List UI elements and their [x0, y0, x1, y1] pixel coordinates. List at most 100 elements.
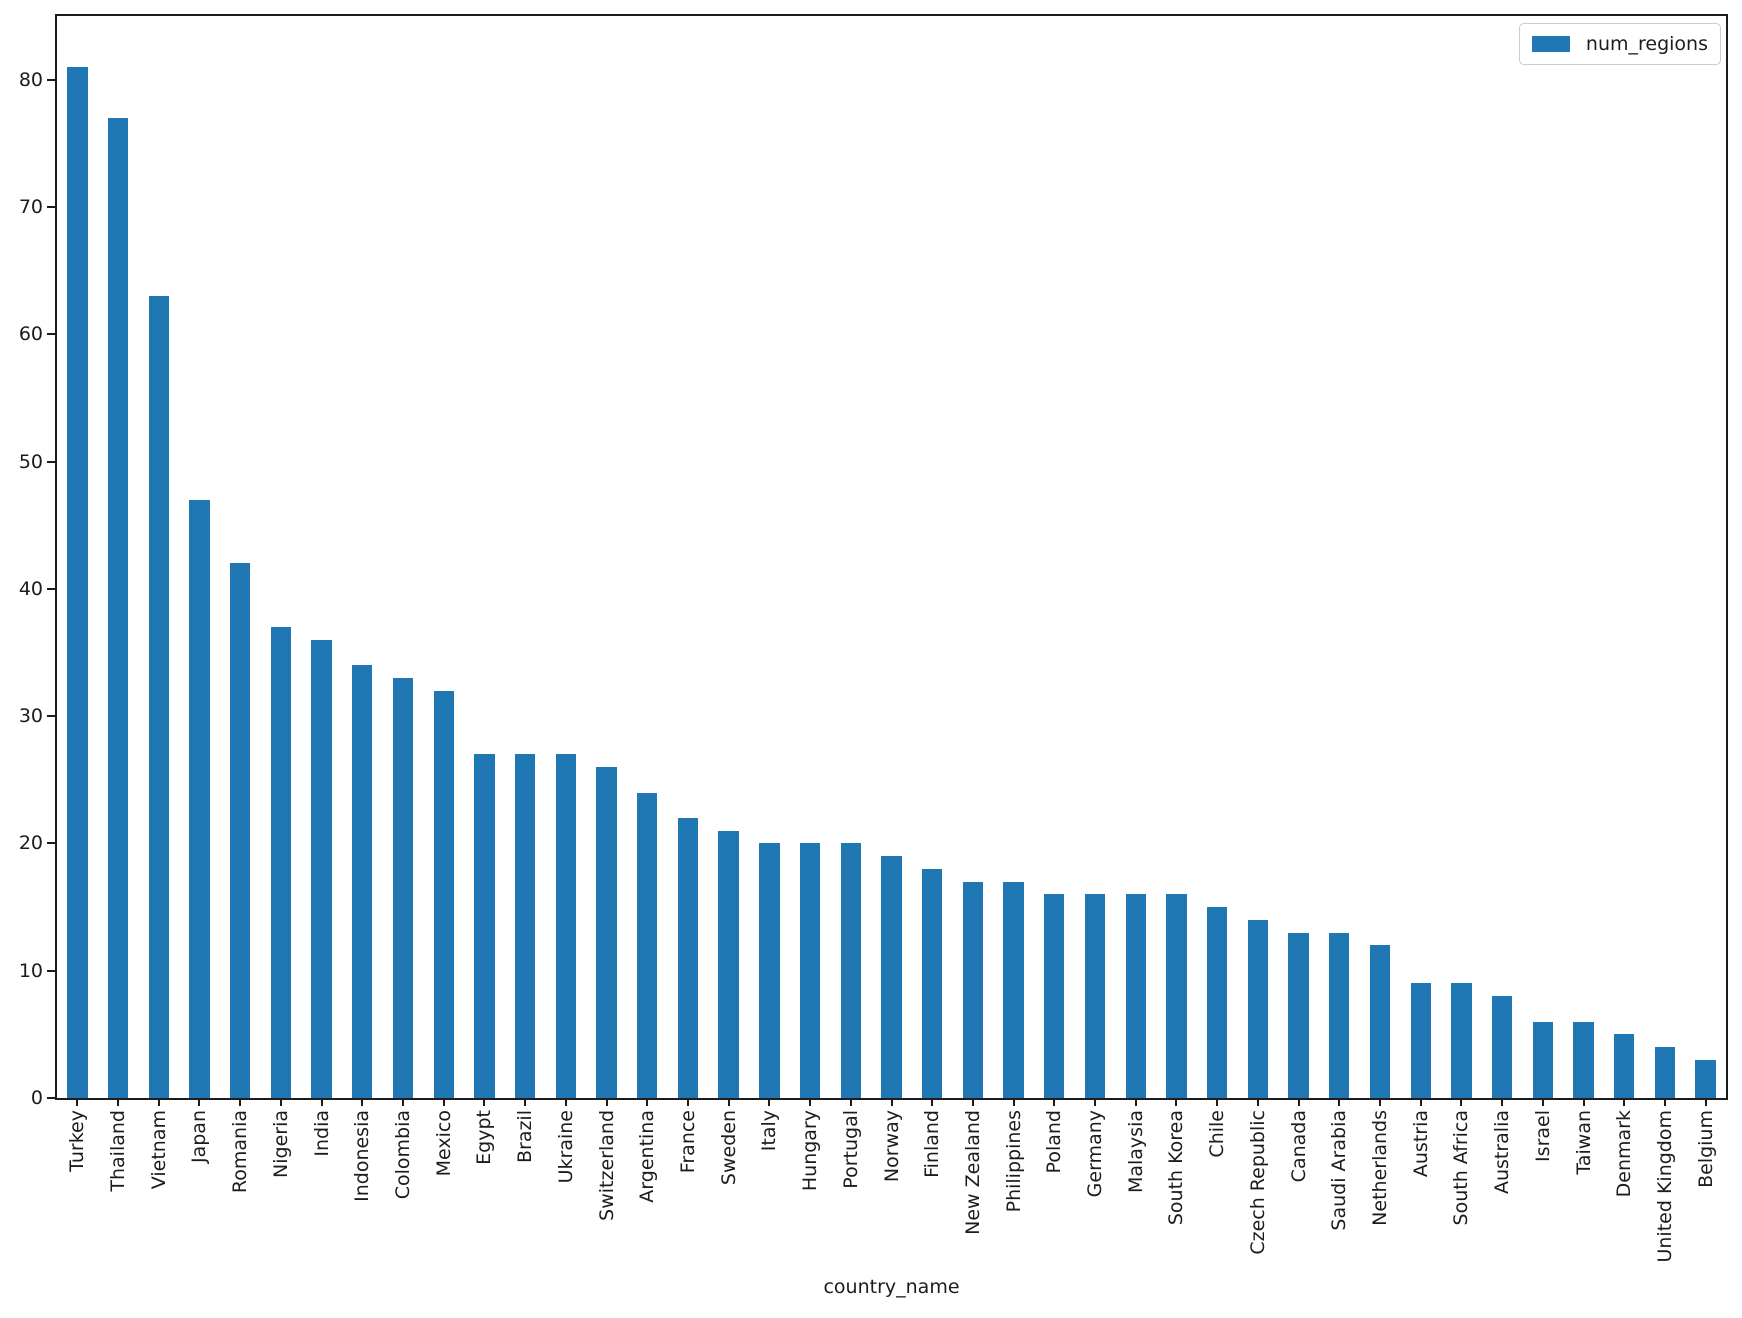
x-tick-mark: [239, 1098, 242, 1106]
bar-argentina: [637, 792, 658, 1098]
x-tick-mark: [1541, 1098, 1544, 1106]
x-tick-label-india: India: [310, 1110, 333, 1157]
x-tick-label-france: France: [676, 1110, 699, 1174]
bar-australia: [1491, 996, 1513, 1098]
bar-japan: [189, 499, 210, 1098]
x-tick-mark: [931, 1098, 934, 1106]
x-tick-mark: [524, 1098, 527, 1106]
bar-canada: [1288, 932, 1309, 1098]
x-tick-label-chile: Chile: [1206, 1110, 1229, 1158]
x-axis-title: country_name: [823, 1276, 960, 1298]
bar-switzerland: [596, 767, 617, 1098]
x-tick-label-south-korea: South Korea: [1165, 1110, 1188, 1226]
x-tick-mark: [686, 1098, 689, 1106]
x-tick-label-philippines: Philippines: [1002, 1110, 1025, 1213]
bar-malaysia: [1125, 894, 1146, 1098]
y-tick-label-50: 50: [18, 450, 43, 473]
x-tick-mark: [849, 1098, 852, 1106]
x-tick-mark: [890, 1098, 893, 1106]
x-tick-label-canada: Canada: [1287, 1110, 1310, 1183]
x-tick-label-austria: Austria: [1409, 1110, 1432, 1178]
x-tick-mark: [768, 1098, 771, 1106]
x-tick-label-turkey: Turkey: [66, 1110, 89, 1172]
bar-portugal: [840, 843, 861, 1098]
x-tick-mark: [727, 1098, 730, 1106]
y-tick-label-10: 10: [18, 959, 43, 982]
x-tick-label-mexico: Mexico: [432, 1110, 455, 1177]
x-tick-label-poland: Poland: [1043, 1110, 1066, 1174]
x-tick-mark: [157, 1098, 160, 1106]
y-tick-mark: [47, 460, 55, 463]
bar-belgium: [1695, 1059, 1716, 1098]
x-tick-label-brazil: Brazil: [514, 1110, 537, 1164]
x-tick-label-indonesia: Indonesia: [351, 1110, 374, 1202]
x-tick-mark: [605, 1098, 608, 1106]
x-tick-label-sweden: Sweden: [717, 1110, 740, 1186]
y-tick-mark: [47, 715, 55, 718]
bar-nigeria: [270, 627, 292, 1098]
y-tick-label-80: 80: [18, 68, 43, 91]
bar-philippines: [1003, 881, 1024, 1098]
bar-indonesia: [352, 665, 373, 1098]
x-tick-mark: [1175, 1098, 1178, 1106]
plot-area: num_regions: [55, 14, 1728, 1100]
x-tick-mark: [402, 1098, 404, 1106]
x-tick-label-ukraine: Ukraine: [554, 1110, 577, 1184]
x-tick-mark: [1297, 1098, 1300, 1106]
bar-united-kingdom: [1654, 1047, 1676, 1098]
bar-czech-republic: [1247, 919, 1269, 1098]
x-tick-mark: [198, 1098, 201, 1106]
x-tick-label-thailand: Thailand: [107, 1110, 130, 1192]
y-tick-mark: [47, 333, 55, 336]
x-tick-mark: [442, 1098, 445, 1106]
bar-sweden: [718, 830, 739, 1098]
x-tick-label-egypt: Egypt: [473, 1110, 496, 1165]
x-tick-label-nigeria: Nigeria: [269, 1110, 292, 1178]
x-tick-mark: [1338, 1098, 1341, 1106]
x-tick-label-malaysia: Malaysia: [1124, 1110, 1147, 1194]
bar-italy: [759, 843, 780, 1098]
x-tick-mark: [1134, 1098, 1137, 1106]
y-tick-mark: [47, 969, 55, 972]
x-tick-label-germany: Germany: [1084, 1110, 1107, 1198]
bar-israel: [1532, 1021, 1553, 1098]
x-tick-mark: [646, 1098, 649, 1106]
x-tick-label-new-zealand: New Zealand: [961, 1110, 984, 1235]
bar-romania: [230, 563, 251, 1098]
bar-mexico: [433, 690, 454, 1098]
x-tick-label-argentina: Argentina: [636, 1110, 659, 1203]
bar-chile: [1206, 907, 1228, 1098]
legend: num_regions: [1518, 23, 1721, 65]
x-tick-label-colombia: Colombia: [392, 1110, 414, 1200]
x-tick-label-taiwan: Taiwan: [1572, 1110, 1595, 1175]
bar-brazil: [514, 754, 536, 1098]
bar-india: [311, 639, 332, 1098]
bar-south-korea: [1166, 894, 1187, 1098]
x-tick-label-belgium: Belgium: [1694, 1110, 1717, 1188]
y-tick-label-30: 30: [18, 705, 43, 728]
x-tick-mark: [483, 1098, 486, 1106]
x-tick-mark: [1094, 1098, 1097, 1106]
bar-hungary: [799, 843, 821, 1098]
bar-poland: [1044, 894, 1065, 1098]
legend-swatch-icon: [1531, 36, 1570, 52]
x-tick-mark: [1012, 1098, 1015, 1106]
x-tick-label-saudi-arabia: Saudi Arabia: [1328, 1110, 1351, 1231]
x-tick-label-israel: Israel: [1531, 1110, 1554, 1162]
y-tick-mark: [47, 205, 55, 208]
y-tick-label-70: 70: [18, 195, 43, 218]
x-tick-mark: [1582, 1098, 1585, 1106]
bar-taiwan: [1573, 1021, 1594, 1098]
x-tick-mark: [117, 1098, 120, 1106]
bar-saudi-arabia: [1329, 932, 1350, 1098]
x-tick-mark: [1704, 1098, 1707, 1106]
bar-new-zealand: [962, 881, 984, 1098]
bar-germany: [1084, 894, 1106, 1098]
x-tick-label-italy: Italy: [758, 1110, 781, 1152]
bar-austria: [1410, 983, 1431, 1098]
x-tick-label-south-africa: South Africa: [1450, 1110, 1473, 1226]
x-tick-label-denmark: Denmark: [1613, 1110, 1636, 1198]
x-tick-mark: [361, 1098, 364, 1106]
legend-label: num_regions: [1585, 33, 1708, 55]
